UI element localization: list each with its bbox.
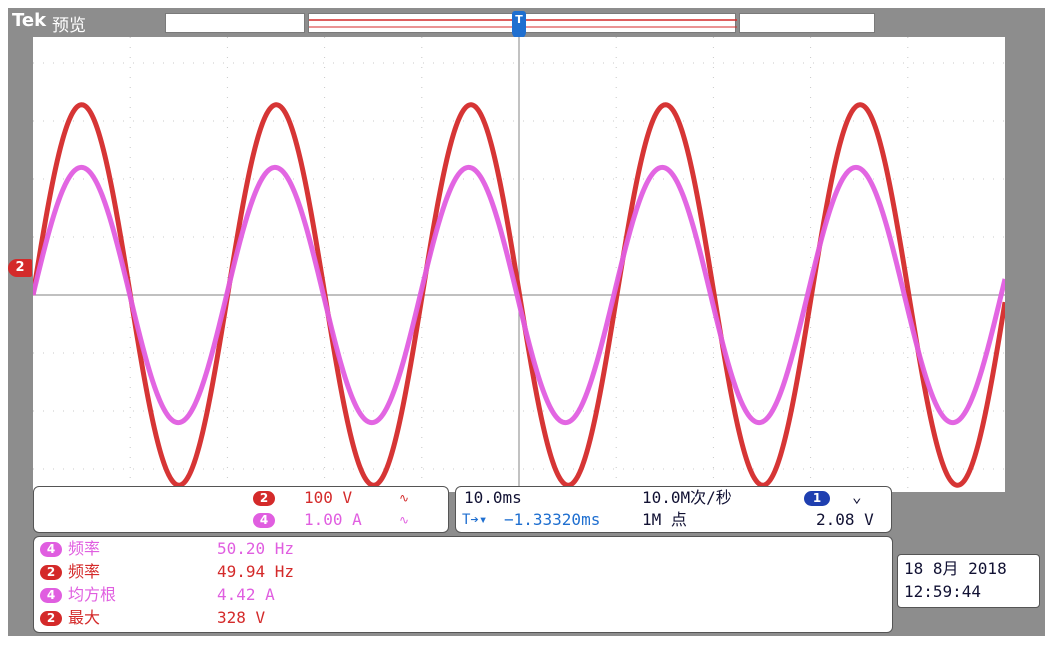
trigger-time-marker[interactable]: T [512,11,526,39]
measurement-name: 均方根 [68,585,117,604]
measurements-panel: 4 频率 50.20 Hz 2 频率 49.94 Hz 4 均方根 4.42 A… [33,536,893,633]
measurement-channel-badge: 4 [40,588,62,603]
measurement-channel-badge: 2 [40,565,62,580]
time-display: 12:59:44 [904,582,982,601]
measurement-value: 328 V [217,608,266,627]
waveform-plot [33,37,1005,492]
falling-edge-icon: ⌄ [852,487,862,506]
sample-rate: 10.0M次/秒 [642,488,732,507]
record-overview-left [165,13,305,33]
horizontal-scale[interactable]: 10.0ms [464,488,522,507]
measurement-value: 4.42 A [217,585,275,604]
trigger-level[interactable]: 2.08 V [816,510,874,529]
measurement-value: 50.20 Hz [217,539,295,558]
measurement-channel-badge: 4 [40,542,62,557]
datetime-panel: 18 8月 2018 12:59:44 [897,554,1040,608]
tek-logo: Tek [12,10,47,31]
measurement-channel-badge: 2 [40,611,62,626]
waveform-graticule [33,37,1005,492]
measurement-name: 频率 [68,562,101,581]
record-overview-right [739,13,875,33]
delay-icon: T➔▾ [462,512,488,528]
waveform-ch4 [33,164,1005,426]
measurement-value: 49.94 Hz [217,562,295,581]
record-length: 1M 点 [642,510,687,529]
ch2-coupling-icon: ∿ [399,491,410,505]
waveform-ch2 [33,102,1005,488]
ch4-scale[interactable]: 1.00 A [304,510,362,529]
acquisition-mode-label: 预览 [52,16,86,36]
trigger-channel-badge[interactable]: 1 [804,491,830,506]
channel-scale-panel: 2 100 V ∿ 4 1.00 A ∿ [33,486,449,533]
timebase-panel: 10.0ms 10.0M次/秒 1 ⌄ T➔▾ −1.33320ms 1M 点 … [455,486,892,533]
measurement-name: 最大 [68,608,101,627]
horizontal-delay[interactable]: −1.33320ms [504,510,601,529]
ch2-scale[interactable]: 100 V [304,488,353,507]
measurement-name: 频率 [68,539,101,558]
ch4-coupling-icon: ∿ [399,513,410,527]
date-display: 18 8月 2018 [904,559,1007,578]
ch2-ground-marker[interactable]: 2 [8,259,32,277]
ch2-badge[interactable]: 2 [253,491,275,506]
ch4-badge[interactable]: 4 [253,513,275,528]
